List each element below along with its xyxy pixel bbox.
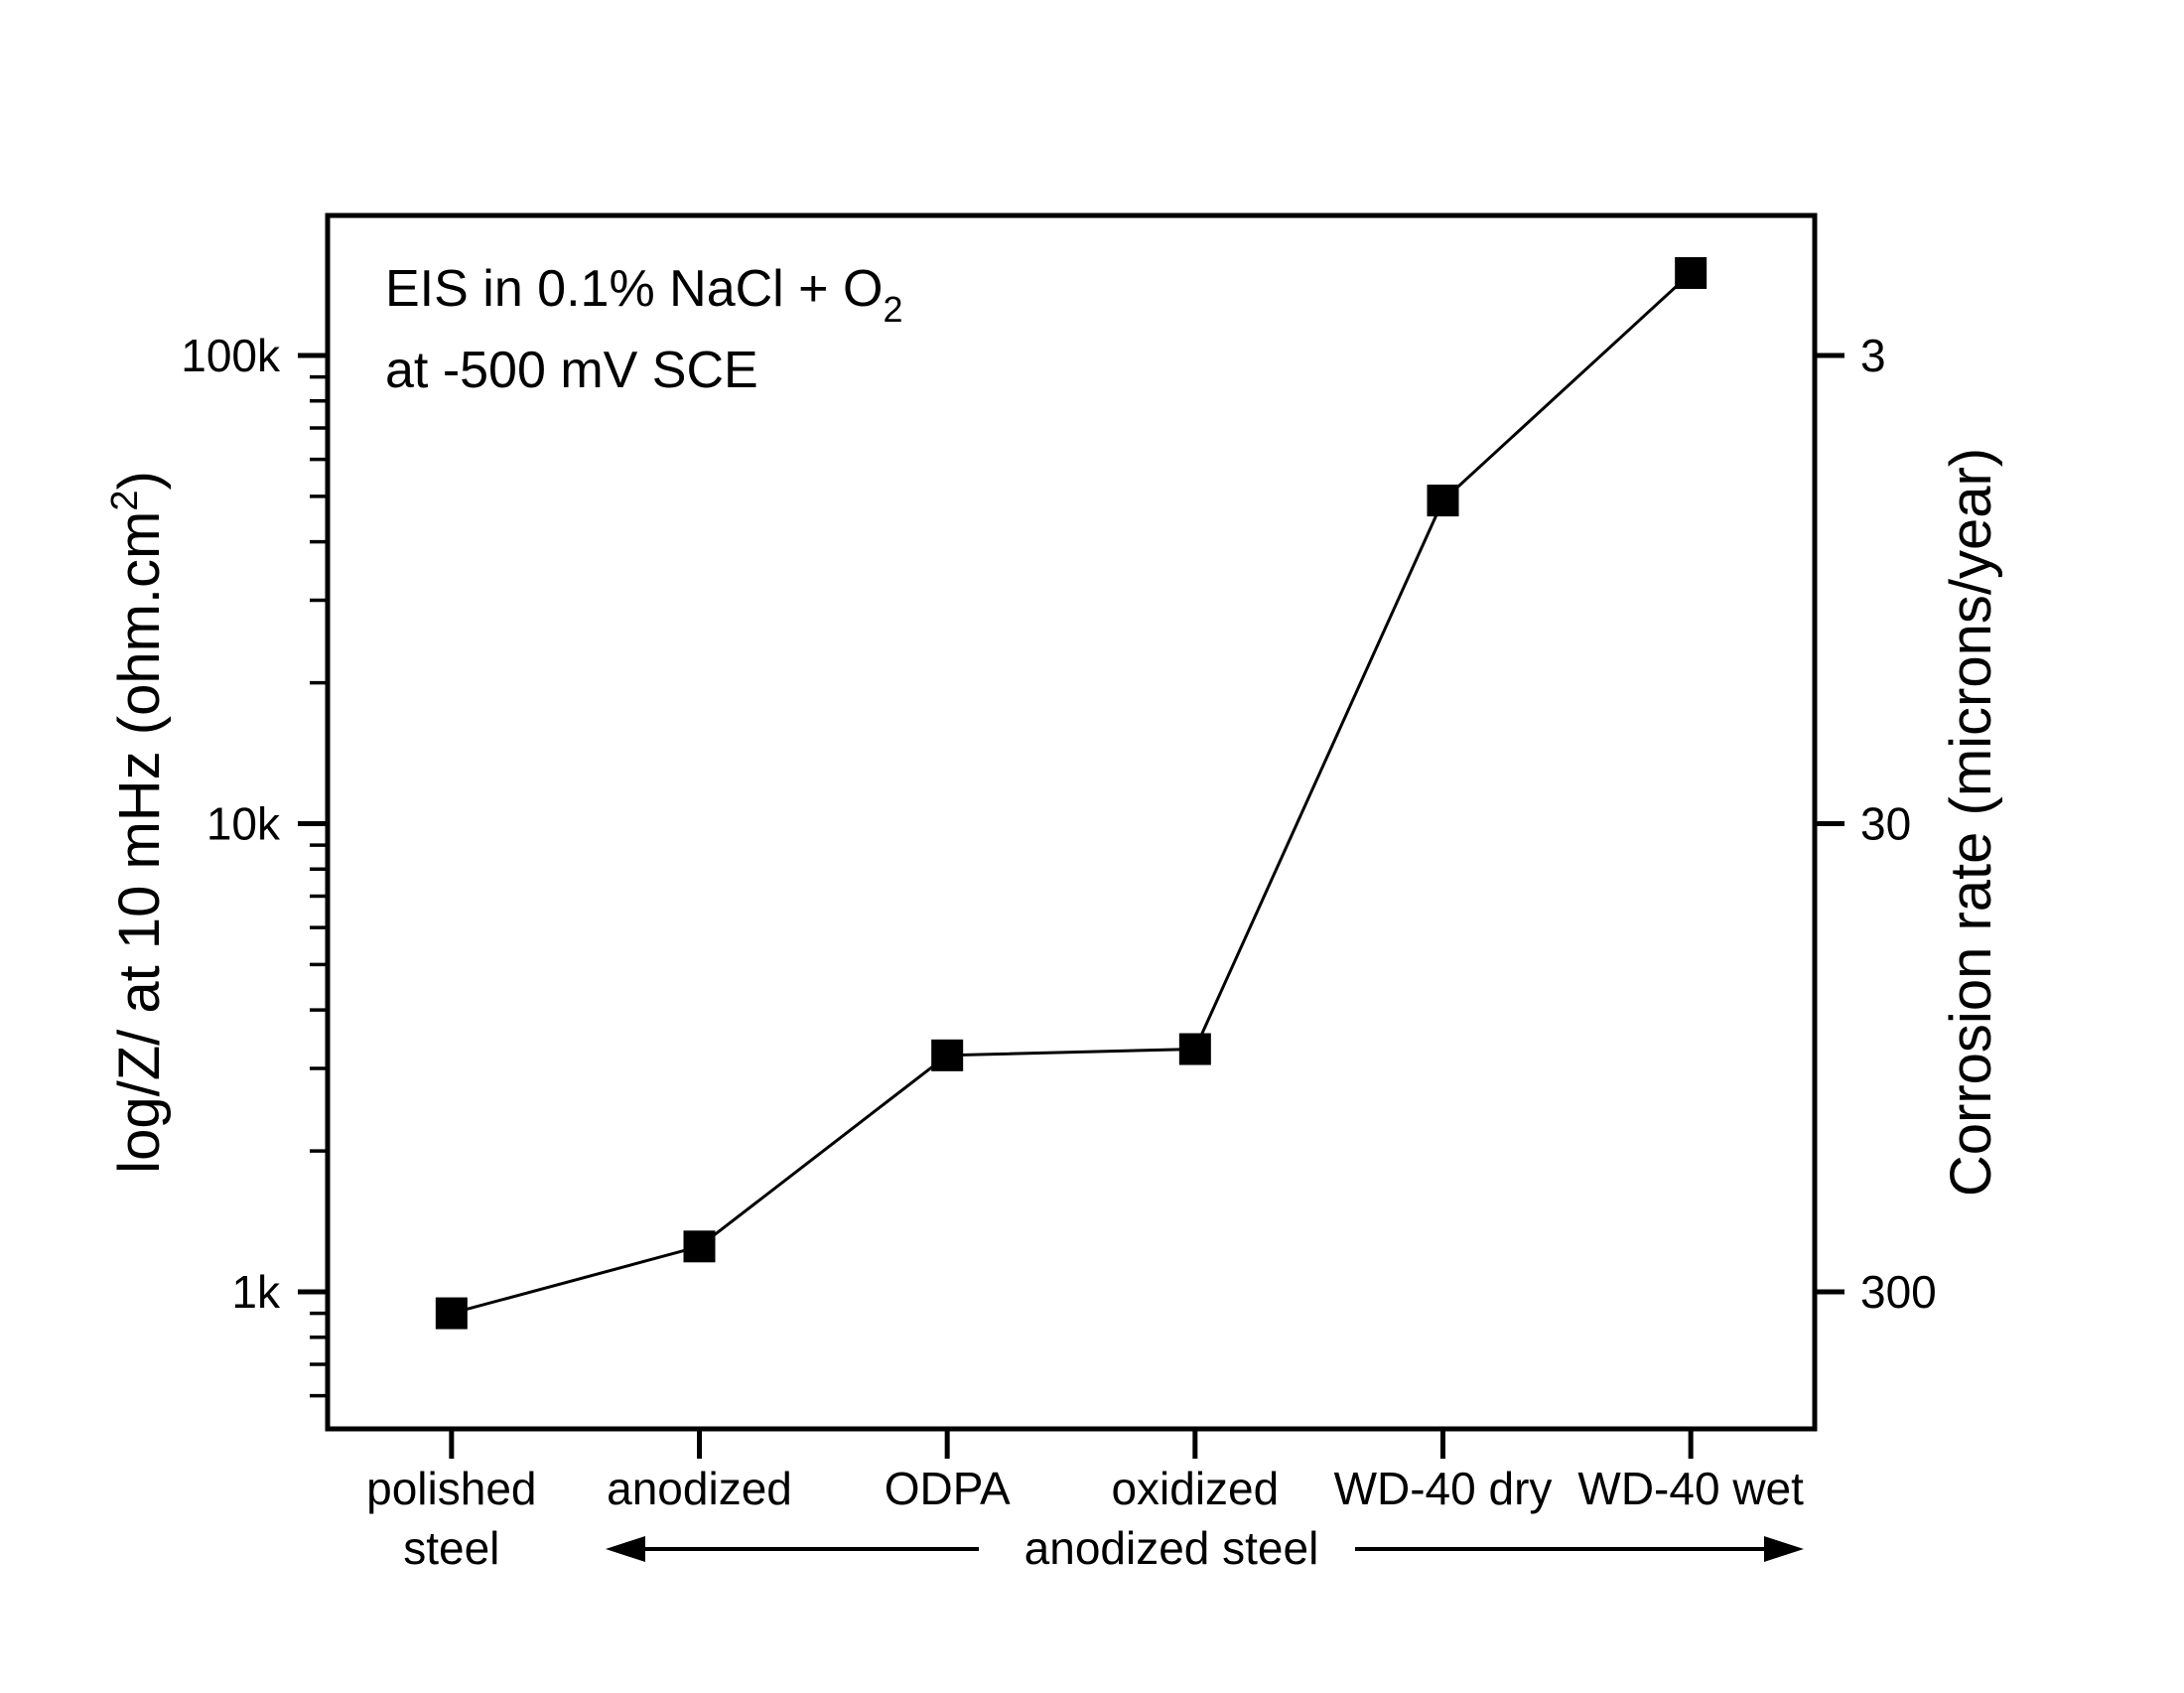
data-point [931, 1039, 964, 1071]
x-tick-label: WD-40 dry [1334, 1463, 1553, 1514]
left-tick-label: 10k [206, 798, 281, 850]
left-tick-label: 100k [181, 330, 281, 381]
right-tick-label: 300 [1860, 1266, 1937, 1318]
data-point [1178, 1033, 1211, 1065]
group-label-anodized-steel: anodized steel [1024, 1522, 1319, 1574]
x-group-annotation: anodized steel [606, 1522, 1804, 1574]
right-tick-label: 30 [1860, 798, 1911, 850]
data-point [683, 1230, 716, 1263]
annotation-line2: at -500 mV SCE [385, 342, 758, 399]
x-tick-label: polished [366, 1463, 536, 1514]
x-tick-label: anodized [607, 1463, 792, 1514]
annotation: EIS in 0.1% NaCl + O2 at -500 mV SCE [385, 260, 902, 399]
x-tick-label-line2: steel [403, 1522, 499, 1574]
data-point [435, 1297, 468, 1330]
data-point [1675, 256, 1707, 289]
left-axis-title: log/Z/ at 10 mHz (ohm.cm2) [104, 471, 172, 1174]
annotation-line1: EIS in 0.1% NaCl + O2 [385, 260, 902, 330]
x-axis: polished steel anodized ODPA oxidized WD-40 d… [366, 1429, 1804, 1574]
left-arrow-head-icon [606, 1536, 645, 1562]
right-axis: 3 30 300 [1815, 330, 1937, 1318]
series-line [451, 271, 1693, 1316]
axis-titles: log/Z/ at 10 mHz (ohm.cm2) Corrosion rate… [104, 448, 2003, 1197]
data-point [1427, 485, 1459, 517]
x-tick-label: WD-40 wet [1577, 1463, 1804, 1514]
right-tick-label: 3 [1860, 330, 1886, 381]
x-tick-label: ODPA [885, 1463, 1011, 1514]
right-axis-title: Corrosion rate (microns/year) [1939, 448, 2003, 1197]
right-arrow-head-icon [1764, 1536, 1804, 1562]
left-axis: 100k 10k 1k [181, 330, 328, 1398]
x-tick-label: oxidized [1111, 1463, 1279, 1514]
left-tick-label: 1k [231, 1266, 281, 1318]
data-series [435, 256, 1707, 1330]
